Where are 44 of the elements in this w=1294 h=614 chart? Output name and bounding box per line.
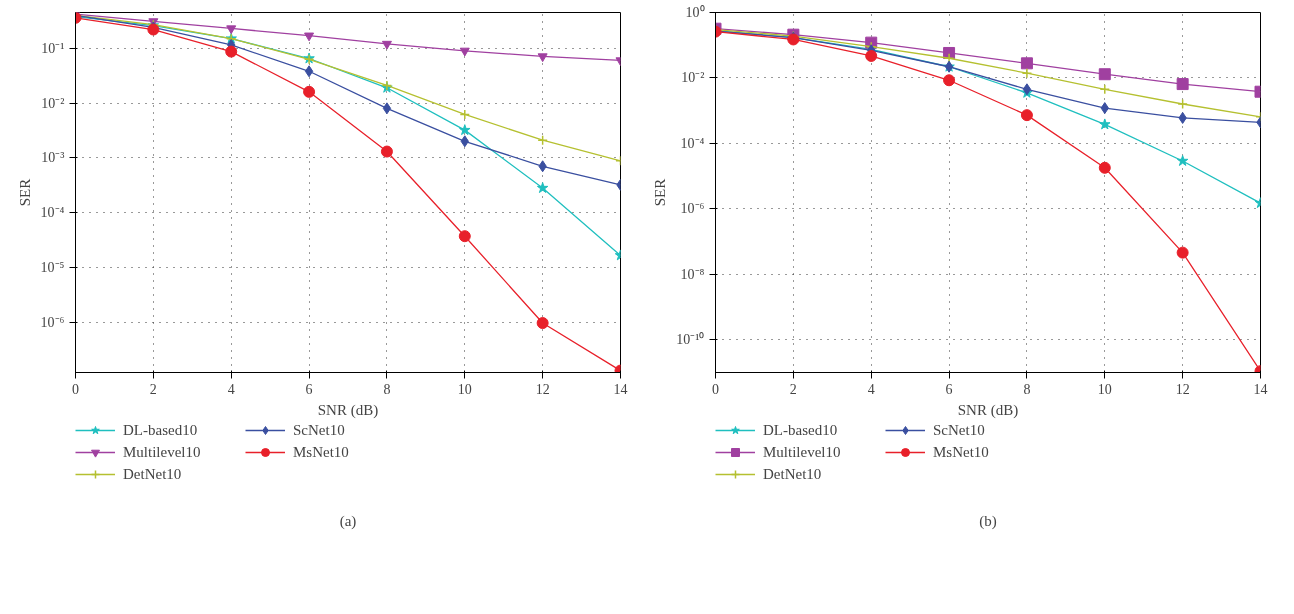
y-tick-label: 10⁻⁵ [40, 259, 65, 275]
text: (b) [979, 512, 997, 530]
x-tick-label: 12 [535, 381, 550, 397]
x-tick-label: 10 [1097, 381, 1112, 397]
x-tick-label: 8 [383, 381, 391, 397]
legend-label: DL-based10 [763, 421, 839, 439]
x-tick-label: 2 [149, 381, 157, 397]
x-axis-title: SNR (dB) [317, 401, 379, 419]
x-tick-label: 10 [457, 381, 472, 397]
x-tick-label: 4 [227, 381, 235, 397]
y-tick-label: 10⁰ [685, 5, 705, 20]
x-tick-label: 0 [72, 381, 79, 397]
y-tick-label: 10⁻⁸ [680, 266, 705, 282]
x-tick-label: 12 [1175, 381, 1190, 397]
x-tick-label: 0 [712, 381, 719, 397]
y-tick-label: 10⁻² [681, 70, 705, 86]
y-tick-label: 10⁻² [41, 95, 65, 111]
y-tick-label: 10⁻⁴ [680, 135, 705, 151]
text: (a) [339, 512, 357, 530]
x-tick-label: 2 [789, 381, 797, 397]
x-tick-label: 4 [867, 381, 875, 397]
y-axis-title: SER [16, 178, 33, 207]
legend-label: ScNet10 [933, 421, 986, 439]
legend-label: Multilevel10 [123, 443, 202, 461]
y-tick-label: 10⁻¹⁰ [676, 332, 705, 348]
legend-label: DetNet10 [763, 465, 823, 483]
legend-label: DL-based10 [123, 421, 199, 439]
x-tick-label: 14 [613, 381, 628, 397]
x-tick-label: 6 [305, 381, 313, 397]
x-tick-label: 8 [1023, 381, 1031, 397]
legend-label: ScNet10 [293, 421, 346, 439]
y-tick-label: 10⁻³ [41, 150, 65, 166]
y-tick-label: 10⁻⁶ [680, 201, 705, 217]
y-tick-label: 10⁻¹ [41, 40, 65, 56]
legend-label: MsNet10 [933, 443, 990, 461]
legend-label: Multilevel10 [763, 443, 842, 461]
legend-label: MsNet10 [293, 443, 350, 461]
y-axis-title: SER [652, 178, 669, 207]
y-tick-label: 10⁻⁶ [40, 314, 65, 330]
legend-label: DetNet10 [123, 465, 183, 483]
y-tick-label: 10⁻⁴ [40, 205, 65, 221]
x-tick-label: 6 [945, 381, 953, 397]
x-axis-title: SNR (dB) [957, 401, 1019, 419]
x-tick-label: 14 [1253, 381, 1268, 397]
